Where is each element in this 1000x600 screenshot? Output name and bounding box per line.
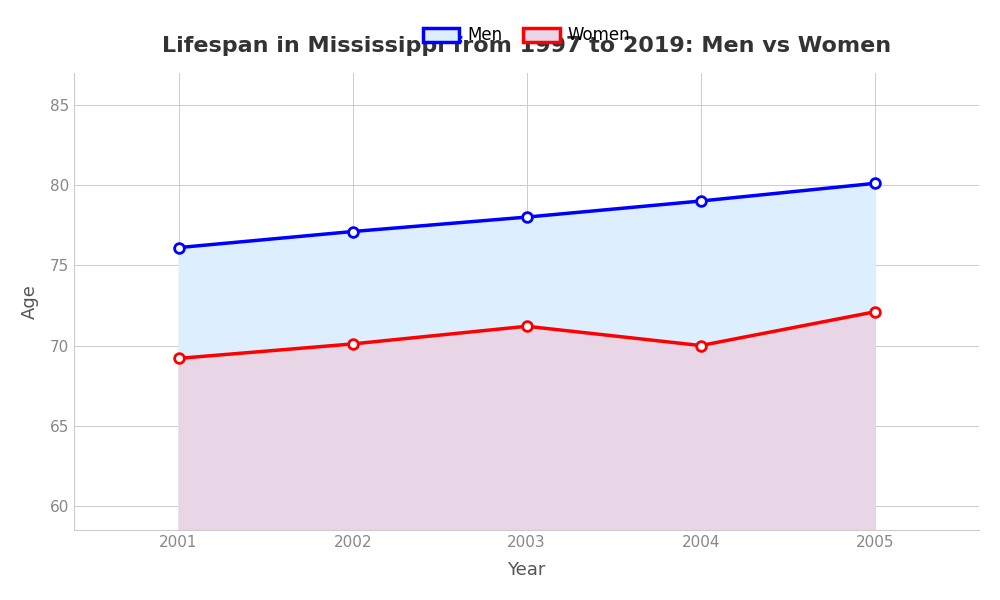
X-axis label: Year: Year [507, 561, 546, 579]
Y-axis label: Age: Age [21, 284, 39, 319]
Legend: Men, Women: Men, Women [418, 22, 636, 49]
Title: Lifespan in Mississippi from 1997 to 2019: Men vs Women: Lifespan in Mississippi from 1997 to 201… [162, 36, 891, 56]
